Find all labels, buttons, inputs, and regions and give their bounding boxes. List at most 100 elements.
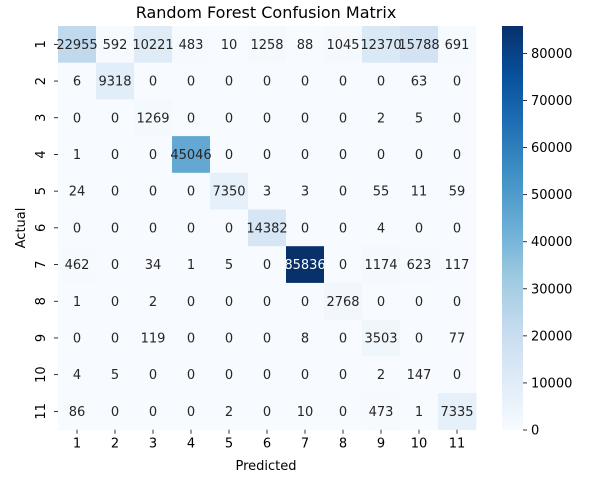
heatmap-cell <box>324 172 363 210</box>
heatmap-cell-label: 0 <box>149 221 157 236</box>
heatmap-cell-label: 0 <box>73 111 81 126</box>
heatmap-cell <box>286 356 325 394</box>
heatmap-cell-label: 0 <box>263 75 271 90</box>
heatmap-cell <box>248 136 287 174</box>
heatmap-cell-label: 10221 <box>132 38 173 53</box>
heatmap-cell <box>438 172 477 210</box>
heatmap-cell <box>210 246 249 284</box>
heatmap-cell <box>286 209 325 247</box>
x-tick-label: 5 <box>225 437 233 452</box>
heatmap-cell-label: 85836 <box>284 258 325 273</box>
heatmap-cell <box>438 209 477 247</box>
heatmap-cell-label: 462 <box>65 258 90 273</box>
x-tick-label: 3 <box>149 437 157 452</box>
heatmap-cell <box>96 99 135 137</box>
heatmap-cell-label: 59 <box>449 185 466 200</box>
heatmap-cell-label: 0 <box>339 368 347 383</box>
heatmap-cell-label: 0 <box>111 331 119 346</box>
heatmap-cell <box>362 319 401 357</box>
heatmap-cell-label: 5 <box>225 258 233 273</box>
heatmap-cell <box>172 209 211 247</box>
heatmap-cell-label: 11 <box>411 185 428 200</box>
heatmap-cell <box>210 319 249 357</box>
heatmap-cell <box>134 62 173 100</box>
x-tick-label: 6 <box>263 437 271 452</box>
heatmap-cell <box>58 62 97 100</box>
heatmap-cell-label: 0 <box>339 148 347 163</box>
colorbar-tick-label: 50000 <box>531 188 572 203</box>
heatmap-cell-label: 4 <box>377 221 385 236</box>
heatmap-cell <box>324 246 363 284</box>
heatmap-cell <box>134 209 173 247</box>
x-tick-label: 1 <box>73 437 81 452</box>
heatmap-cell-label: 3 <box>263 185 271 200</box>
heatmap-cell-label: 0 <box>225 148 233 163</box>
heatmap-cell <box>400 26 439 64</box>
y-axis: 1 2 3 4 5 6 7 8 9 10 11 <box>34 40 58 420</box>
heatmap-cell-label: 5 <box>415 111 423 126</box>
y-tick-label: 2 <box>34 77 49 85</box>
heatmap-cell <box>96 246 135 284</box>
heatmap-cell <box>438 136 477 174</box>
heatmap-cell-label: 0 <box>73 331 81 346</box>
heatmap-cell <box>58 136 97 174</box>
colorbar-tick-label: 60000 <box>531 141 572 156</box>
heatmap-cell-label: 147 <box>407 368 432 383</box>
heatmap-cell-label: 45046 <box>170 148 211 163</box>
heatmap-cell-label: 0 <box>263 148 271 163</box>
heatmap-cell-label: 63 <box>411 75 428 90</box>
y-axis-label: Actual <box>14 208 29 249</box>
heatmap-cell-label: 0 <box>263 258 271 273</box>
heatmap-cell-label: 119 <box>141 331 166 346</box>
heatmap-cell <box>248 319 287 357</box>
heatmap-cell-label: 0 <box>339 331 347 346</box>
heatmap-cell <box>438 393 477 431</box>
heatmap-cell <box>210 99 249 137</box>
heatmap-cell-label: 15788 <box>398 38 439 53</box>
colorbar-tick-label: 70000 <box>531 94 572 109</box>
heatmap-cell-label: 10 <box>221 38 238 53</box>
heatmap-cell <box>210 172 249 210</box>
heatmap-cell-label: 1269 <box>136 111 169 126</box>
heatmap-cell-label: 117 <box>445 258 470 273</box>
heatmap-cell-label: 1258 <box>250 38 283 53</box>
heatmap-cell-label: 0 <box>301 111 309 126</box>
heatmap-cell-label: 2 <box>377 111 385 126</box>
heatmap-cell <box>172 136 211 174</box>
heatmap-cell-label: 0 <box>225 295 233 310</box>
heatmap-cell <box>248 172 287 210</box>
heatmap-cell <box>172 393 211 431</box>
x-tick-label: 4 <box>187 437 195 452</box>
heatmap-cell-label: 0 <box>377 295 385 310</box>
heatmap-cell <box>210 209 249 247</box>
heatmap-cell-label: 0 <box>111 221 119 236</box>
heatmap-cell-label: 0 <box>225 111 233 126</box>
heatmap-cell <box>58 319 97 357</box>
heatmap-cell-label: 0 <box>187 221 195 236</box>
heatmap-cell-label: 0 <box>415 221 423 236</box>
heatmap-cell-label: 0 <box>187 368 195 383</box>
heatmap-cell-label: 0 <box>187 295 195 310</box>
heatmap-cell-label: 1 <box>73 295 81 310</box>
heatmap-cell <box>134 26 173 64</box>
heatmap-cell-label: 3503 <box>364 331 397 346</box>
x-axis-label: Predicted <box>235 459 296 474</box>
heatmap-cell-label: 0 <box>187 111 195 126</box>
heatmap-cell <box>400 62 439 100</box>
heatmap-cell <box>324 282 363 320</box>
heatmap-cell <box>400 246 439 284</box>
heatmap-cell <box>400 393 439 431</box>
heatmap-cell <box>438 99 477 137</box>
heatmap-cell-label: 0 <box>187 331 195 346</box>
heatmap-cell <box>172 356 211 394</box>
heatmap-cell-label: 1 <box>187 258 195 273</box>
heatmap-cell <box>362 62 401 100</box>
colorbar-tick-label: 20000 <box>531 329 572 344</box>
heatmap-cell <box>438 62 477 100</box>
heatmap-cell-label: 0 <box>453 221 461 236</box>
heatmap-cell <box>96 393 135 431</box>
heatmap-cell-label: 0 <box>339 111 347 126</box>
colorbar <box>502 26 523 430</box>
heatmap-cell-label: 7335 <box>440 405 473 420</box>
heatmap-cell-label: 8 <box>301 331 309 346</box>
